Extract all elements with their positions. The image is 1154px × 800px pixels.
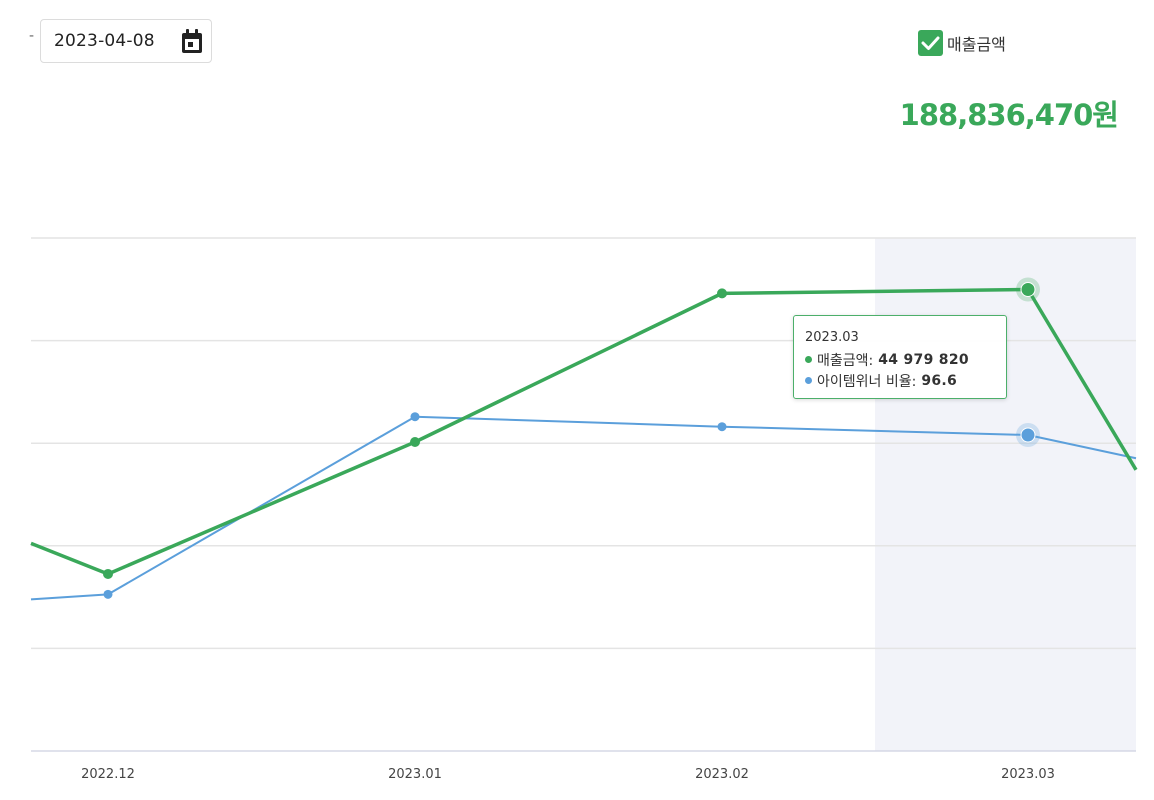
calendar-icon[interactable] <box>179 28 205 56</box>
total-sales-amount: 188,836,470원 <box>899 98 1119 132</box>
tooltip-label-ratio: 아이템위너 비율: <box>817 373 917 390</box>
tooltip-row-sales: 매출금액: 44 979 820 <box>805 349 1006 370</box>
data-point-sales <box>1020 282 1036 297</box>
date-value[interactable]: 2023-04-08 <box>54 31 155 51</box>
date-picker[interactable]: 2023-04-08 <box>40 19 212 63</box>
tooltip-dot-sales <box>805 356 812 363</box>
tooltip-title: 2023.03 <box>805 330 859 345</box>
x-tick-label: 2023.02 <box>695 767 749 782</box>
legend-label: 매출금액 <box>947 35 1006 54</box>
data-point-ratio <box>1020 427 1036 443</box>
legend-sales[interactable]: 매출금액 <box>918 30 1006 56</box>
data-point-ratio <box>410 412 420 422</box>
data-point-sales <box>410 437 420 448</box>
tooltip-row-ratio: 아이템위너 비율: 96.6 <box>805 370 1006 391</box>
data-point-ratio <box>717 422 727 432</box>
data-point-ratio <box>103 589 113 599</box>
x-tick-label: 2023.03 <box>1001 767 1055 782</box>
series-line-ratio <box>30 415 1137 601</box>
date-range-separator: - <box>29 28 35 44</box>
chart-tooltip: 2023.03 매출금액: 44 979 820 아이템위너 비율: 96.6 <box>793 315 1007 399</box>
checkbox-checked-icon[interactable] <box>918 30 943 56</box>
tooltip-value-sales: 44 979 820 <box>878 351 969 368</box>
tooltip-label-sales: 매출금액: <box>817 352 874 369</box>
x-tick-label: 2022.12 <box>81 767 135 782</box>
x-tick-label: 2023.01 <box>388 767 442 782</box>
series-line-sales <box>30 287 1138 576</box>
data-point-sales <box>103 568 113 579</box>
tooltip-dot-ratio <box>805 377 812 384</box>
data-point-sales <box>717 288 727 299</box>
tooltip-value-ratio: 96.6 <box>921 372 958 389</box>
